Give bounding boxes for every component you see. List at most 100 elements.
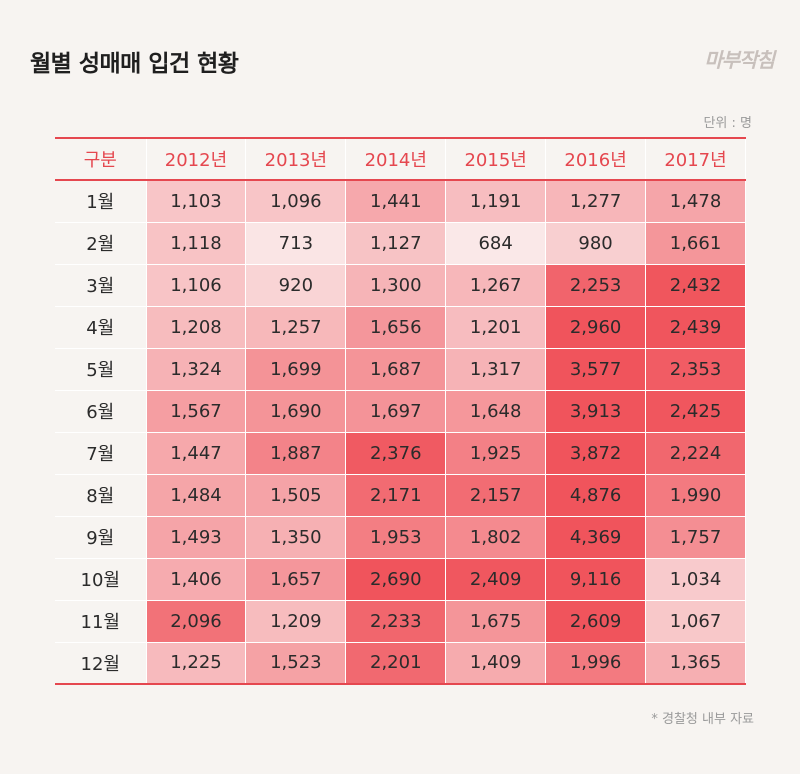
- heatmap-cell: 1,350: [245, 516, 347, 559]
- heatmap-cell: 1,925: [445, 432, 547, 475]
- heatmap-cell: 2,960: [545, 306, 647, 349]
- month-label: 12월: [55, 642, 147, 685]
- heatmap-cell: 713: [245, 222, 347, 265]
- year-header: 2012년: [146, 137, 247, 181]
- month-label: 4월: [55, 306, 147, 349]
- heatmap-cell: 2,253: [545, 264, 647, 307]
- heatmap-cell: 1,699: [245, 348, 347, 391]
- heatmap-cell: 1,209: [245, 600, 347, 643]
- table-row: 7월 1,447 1,887 2,376 1,925 3,872 2,224: [55, 432, 746, 475]
- heatmap-cell: 2,224: [645, 432, 746, 475]
- brand-logo: 마부작침: [704, 48, 775, 72]
- heatmap-cell: 1,657: [245, 558, 347, 601]
- heatmap-cell: 1,656: [345, 306, 447, 349]
- heatmap-cell: 3,577: [545, 348, 647, 391]
- heatmap-cell: 2,409: [445, 558, 547, 601]
- heatmap-cell: 2,353: [645, 348, 746, 391]
- table-row: 11월 2,096 1,209 2,233 1,675 2,609 1,067: [55, 600, 746, 643]
- heatmap-cell: 2,425: [645, 390, 746, 433]
- year-header: 2016년: [545, 137, 647, 181]
- table-row: 4월 1,208 1,257 1,656 1,201 2,960 2,439: [55, 306, 746, 349]
- heatmap-cell: 2,690: [345, 558, 447, 601]
- heatmap-cell: 1,208: [146, 306, 247, 349]
- heatmap-cell: 1,648: [445, 390, 547, 433]
- month-label: 1월: [55, 180, 147, 223]
- heatmap-cell: 3,872: [545, 432, 647, 475]
- heatmap-cell: 1,990: [645, 474, 746, 517]
- table-row: 6월 1,567 1,690 1,697 1,648 3,913 2,425: [55, 390, 746, 433]
- heatmap-cell: 1,493: [146, 516, 247, 559]
- heatmap-cell: 1,690: [245, 390, 347, 433]
- source-note: * 경찰청 내부 자료: [651, 712, 754, 727]
- heatmap-cell: 1,317: [445, 348, 547, 391]
- heatmap-cell: 1,127: [345, 222, 447, 265]
- heatmap-cell: 1,757: [645, 516, 746, 559]
- heatmap-cell: 980: [545, 222, 647, 265]
- heatmap-cell: 2,233: [345, 600, 447, 643]
- table-row: 10월 1,406 1,657 2,690 2,409 9,116 1,034: [55, 558, 746, 601]
- table-row: 1월 1,103 1,096 1,441 1,191 1,277 1,478: [55, 180, 746, 223]
- heatmap-cell: 1,257: [245, 306, 347, 349]
- heatmap-cell: 2,157: [445, 474, 547, 517]
- heatmap-cell: 1,478: [645, 180, 746, 223]
- heatmap-cell: 920: [245, 264, 347, 307]
- heatmap-cell: 1,996: [545, 642, 647, 685]
- heatmap-cell: 1,106: [146, 264, 247, 307]
- heatmap-cell: 4,369: [545, 516, 647, 559]
- heatmap-cell: 2,439: [645, 306, 746, 349]
- month-label: 10월: [55, 558, 147, 601]
- table-row: 5월 1,324 1,699 1,687 1,317 3,577 2,353: [55, 348, 746, 391]
- heatmap-cell: 1,201: [445, 306, 547, 349]
- heatmap-cell: 3,913: [545, 390, 647, 433]
- heatmap-cell: 684: [445, 222, 547, 265]
- table-row: 12월 1,225 1,523 2,201 1,409 1,996 1,365: [55, 642, 746, 685]
- year-header: 2014년: [345, 137, 447, 181]
- month-label: 3월: [55, 264, 147, 307]
- heatmap-cell: 1,802: [445, 516, 547, 559]
- unit-note: 단위 : 명: [703, 116, 752, 131]
- table-row: 8월 1,484 1,505 2,171 2,157 4,876 1,990: [55, 474, 746, 517]
- heatmap-cell: 1,687: [345, 348, 447, 391]
- heatmap-cell: 1,505: [245, 474, 347, 517]
- heatmap-cell: 2,171: [345, 474, 447, 517]
- heatmap-cell: 1,103: [146, 180, 247, 223]
- heatmap-cell: 1,447: [146, 432, 247, 475]
- header-label: 구분: [55, 137, 147, 181]
- heatmap-cell: 1,191: [445, 180, 547, 223]
- heatmap-cell: 1,661: [645, 222, 746, 265]
- heatmap-cell: 1,118: [146, 222, 247, 265]
- heatmap-cell: 1,523: [245, 642, 347, 685]
- heatmap-cell: 2,096: [146, 600, 247, 643]
- heatmap-cell: 9,116: [545, 558, 647, 601]
- year-header: 2017년: [645, 137, 746, 181]
- month-label: 5월: [55, 348, 147, 391]
- heatmap-cell: 1,953: [345, 516, 447, 559]
- heatmap-cell: 1,484: [146, 474, 247, 517]
- year-header: 2015년: [445, 137, 547, 181]
- heatmap-cell: 1,277: [545, 180, 647, 223]
- month-label: 6월: [55, 390, 147, 433]
- heatmap-cell: 1,096: [245, 180, 347, 223]
- month-label: 9월: [55, 516, 147, 559]
- month-label: 11월: [55, 600, 147, 643]
- heatmap-cell: 2,376: [345, 432, 447, 475]
- heatmap-cell: 1,034: [645, 558, 746, 601]
- heatmap-cell: 1,406: [146, 558, 247, 601]
- heatmap-cell: 2,201: [345, 642, 447, 685]
- page-title: 월별 성매매 입건 현황: [30, 51, 239, 77]
- month-label: 8월: [55, 474, 147, 517]
- heatmap-cell: 1,409: [445, 642, 547, 685]
- heatmap-cell: 1,324: [146, 348, 247, 391]
- month-label: 2월: [55, 222, 147, 265]
- heatmap-cell: 1,067: [645, 600, 746, 643]
- heatmap-cell: 2,609: [545, 600, 647, 643]
- year-header: 2013년: [245, 137, 347, 181]
- table-row: 9월 1,493 1,350 1,953 1,802 4,369 1,757: [55, 516, 746, 559]
- heatmap-cell: 1,225: [146, 642, 247, 685]
- month-label: 7월: [55, 432, 147, 475]
- table-row: 3월 1,106 920 1,300 1,267 2,253 2,432: [55, 264, 746, 307]
- header-row: 구분 2012년 2013년 2014년 2015년 2016년 2017년: [55, 137, 746, 181]
- heatmap-cell: 2,432: [645, 264, 746, 307]
- heatmap-cell: 1,365: [645, 642, 746, 685]
- heatmap-body: 1월 1,103 1,096 1,441 1,191 1,277 1,478 2월 1,118 7…: [55, 180, 746, 685]
